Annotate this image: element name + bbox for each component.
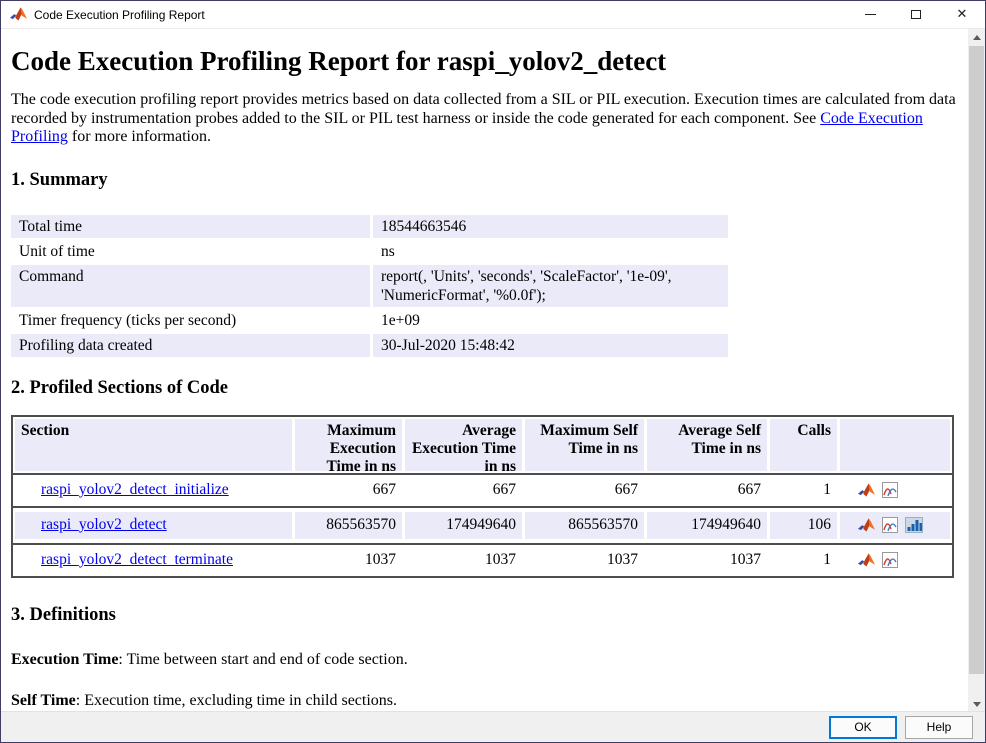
profiled-sections-heading: 2. Profiled Sections of Code bbox=[11, 377, 229, 398]
section-row-terminate: raspi_yolov2_detect_terminate 1037 1037 … bbox=[13, 542, 952, 576]
avg-self-cell: 174949640 bbox=[647, 511, 767, 539]
summary-value: 18544663546 bbox=[373, 214, 728, 238]
column-header-max-self-time: Maximum Self Time in ns bbox=[525, 418, 644, 471]
ok-button[interactable]: OK bbox=[829, 715, 897, 739]
column-header-avg-execution-time: Average Execution Time in ns bbox=[405, 418, 522, 475]
summary-row: Command report(, 'Units', 'seconds', 'Sc… bbox=[11, 264, 728, 307]
definition-text: : Time between start and end of code sec… bbox=[118, 650, 408, 668]
section-link[interactable]: raspi_yolov2_detect bbox=[41, 516, 167, 533]
column-header-avg-self-time: Average Self Time in ns bbox=[647, 418, 767, 471]
section-link[interactable]: raspi_yolov2_detect_initialize bbox=[41, 481, 229, 498]
matlab-icon[interactable] bbox=[858, 552, 875, 568]
max-exec-cell: 1037 bbox=[365, 551, 396, 568]
summary-label: Unit of time bbox=[19, 242, 95, 260]
calls-cell: 1 bbox=[823, 551, 831, 568]
definition-execution-time: Execution Time: Time between start and e… bbox=[11, 650, 956, 669]
avg-self-cell: 667 bbox=[737, 481, 761, 498]
summary-heading: 1. Summary bbox=[11, 169, 108, 190]
definition-term: Execution Time bbox=[11, 650, 119, 668]
section-cell: raspi_yolov2_detect_initialize bbox=[15, 477, 292, 504]
section-cell: raspi_yolov2_detect_terminate bbox=[15, 547, 292, 574]
summary-table: Total time 18544663546 Unit of time ns C… bbox=[11, 214, 728, 357]
max-exec-cell: 667 bbox=[372, 481, 396, 498]
column-header-section: Section bbox=[15, 418, 292, 471]
section-row-initialize: raspi_yolov2_detect_initialize 667 667 6… bbox=[13, 472, 952, 506]
summary-label: Timer frequency (ticks per second) bbox=[19, 311, 237, 329]
minimize-icon bbox=[864, 14, 876, 15]
close-icon: ✕ bbox=[956, 7, 968, 22]
down-arrow-icon bbox=[972, 702, 981, 707]
summary-value: report(, 'Units', 'seconds', 'ScaleFacto… bbox=[373, 264, 728, 307]
scrollbar-thumb[interactable] bbox=[969, 46, 984, 674]
sections-table-header: Section Maximum Execution Time in ns Ave… bbox=[13, 417, 952, 475]
actions-cell bbox=[840, 511, 950, 539]
matlab-logo-icon bbox=[10, 7, 27, 22]
max-exec-cell: 865563570 bbox=[295, 511, 402, 539]
intro-text-after: for more information. bbox=[67, 128, 211, 145]
minimize-button[interactable] bbox=[847, 1, 893, 28]
plot-icon[interactable] bbox=[882, 482, 898, 498]
summary-row: Profiling data created 30-Jul-2020 15:48… bbox=[11, 333, 728, 357]
column-header-max-execution-time: Maximum Execution Time in ns bbox=[295, 418, 402, 475]
actions-cell bbox=[840, 547, 950, 574]
plot-icon[interactable] bbox=[882, 517, 898, 533]
scrollbar-up-button[interactable] bbox=[968, 29, 985, 46]
summary-row: Unit of time ns bbox=[11, 240, 728, 263]
column-header-calls: Calls bbox=[770, 418, 837, 471]
definition-text: : Execution time, excluding time in chil… bbox=[75, 691, 398, 709]
section-cell: raspi_yolov2_detect bbox=[15, 511, 292, 539]
matlab-icon[interactable] bbox=[858, 482, 875, 498]
max-self-cell: 1037 bbox=[607, 551, 638, 568]
avg-exec-cell: 667 bbox=[492, 481, 516, 498]
profiled-sections-table: Section Maximum Execution Time in ns Ave… bbox=[11, 414, 954, 578]
summary-value: ns bbox=[381, 242, 395, 260]
section-link[interactable]: raspi_yolov2_detect_terminate bbox=[41, 551, 233, 568]
maximize-button[interactable] bbox=[893, 1, 939, 28]
report-title: Code Execution Profiling Report for rasp… bbox=[11, 46, 667, 76]
titlebar: Code Execution Profiling Report ✕ bbox=[1, 1, 985, 29]
code-execution-profiling-link[interactable]: Code Execution Profiling bbox=[11, 109, 923, 146]
calls-cell: 1 bbox=[823, 481, 831, 498]
up-arrow-icon bbox=[972, 35, 981, 40]
section-row-detect: raspi_yolov2_detect 865563570 174949640 … bbox=[13, 505, 952, 543]
summary-value: 1e+09 bbox=[381, 311, 420, 329]
summary-value: 30-Jul-2020 15:48:42 bbox=[373, 333, 728, 357]
avg-exec-cell: 174949640 bbox=[405, 511, 522, 539]
window-controls: ✕ bbox=[847, 1, 985, 28]
max-self-cell: 865563570 bbox=[525, 511, 644, 539]
column-header-actions bbox=[840, 418, 950, 471]
intro-text-before: The code execution profiling report prov… bbox=[11, 91, 956, 127]
definition-term: Self Time bbox=[11, 691, 76, 709]
definitions-heading: 3. Definitions bbox=[11, 604, 116, 625]
summary-label: Profiling data created bbox=[11, 333, 370, 357]
summary-row: Total time 18544663546 bbox=[11, 214, 728, 238]
histogram-icon[interactable] bbox=[905, 517, 923, 533]
window-title: Code Execution Profiling Report bbox=[34, 7, 205, 22]
summary-label: Total time bbox=[11, 214, 370, 238]
plot-icon[interactable] bbox=[882, 552, 898, 568]
summary-label: Command bbox=[11, 264, 370, 307]
help-button[interactable]: Help bbox=[905, 715, 973, 739]
summary-row: Timer frequency (ticks per second) 1e+09 bbox=[11, 309, 728, 332]
avg-exec-cell: 1037 bbox=[485, 551, 516, 568]
definition-self-time: Self Time: Execution time, excluding tim… bbox=[11, 691, 956, 710]
max-self-cell: 667 bbox=[614, 481, 638, 498]
close-button[interactable]: ✕ bbox=[939, 1, 985, 28]
matlab-icon[interactable] bbox=[858, 517, 875, 533]
actions-cell bbox=[840, 477, 950, 504]
maximize-icon bbox=[911, 10, 921, 19]
calls-cell: 106 bbox=[770, 511, 837, 539]
footer-bar: OK Help bbox=[1, 711, 985, 742]
avg-self-cell: 1037 bbox=[730, 551, 761, 568]
report-body: Code Execution Profiling Report for rasp… bbox=[1, 29, 970, 713]
intro-paragraph: The code execution profiling report prov… bbox=[11, 91, 956, 147]
vertical-scrollbar[interactable] bbox=[968, 29, 985, 713]
scrollbar-down-button[interactable] bbox=[968, 696, 985, 713]
